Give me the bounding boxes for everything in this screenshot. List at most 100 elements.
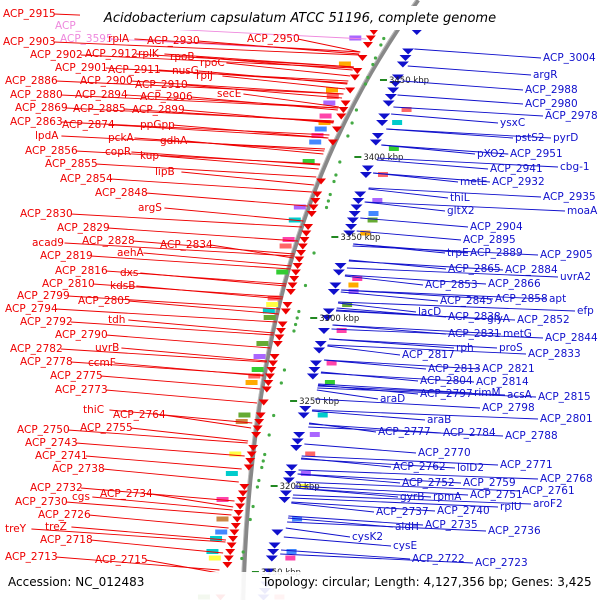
- gene-label-left: ACP_2863: [10, 116, 63, 128]
- feature-block: [238, 412, 251, 418]
- left-label-connector: [90, 539, 224, 554]
- gene-label-right: ACP_2723: [475, 557, 528, 569]
- gene-label-right: efp: [577, 305, 594, 317]
- reverse-strand-gene-arrow: [251, 432, 262, 438]
- right-label-connector: [348, 260, 504, 271]
- gene-label-left: ACP_2886: [5, 75, 58, 87]
- forward-strand-gene-arrow: [334, 263, 347, 269]
- forward-strand-gene-arrow: [369, 139, 382, 146]
- feature-block: [225, 471, 238, 476]
- gene-label-left: cgs: [72, 491, 90, 503]
- right-label-connector: [397, 94, 524, 105]
- reverse-strand-gene-arrow: [225, 549, 236, 555]
- left-label-connector: [100, 375, 261, 390]
- left-label-connector: [134, 137, 325, 152]
- gene-label-right: argR: [533, 69, 558, 81]
- gene-label-right: rpmA: [433, 491, 462, 503]
- reverse-strand-gene-arrow: [268, 360, 279, 367]
- left-label-connector: [136, 285, 283, 300]
- gene-label-left: acad9: [32, 237, 64, 249]
- gene-label-left: ACP_2730: [15, 496, 68, 508]
- right-label-connector: [323, 359, 481, 370]
- reverse-strand-gene-arrow: [269, 354, 280, 360]
- right-label-connector: [356, 230, 462, 241]
- gene-label-right: ACP_2884: [505, 264, 558, 276]
- reverse-strand-gene-arrow: [275, 328, 286, 334]
- right-label-connector: [317, 387, 537, 398]
- gene-label-right: ACP_2935: [543, 191, 596, 203]
- feature-block: [300, 471, 311, 476]
- right-label-connector: [407, 65, 532, 76]
- right-label-connector: [346, 267, 559, 278]
- reverse-strand-gene-arrow: [349, 74, 360, 81]
- left-label-connector: [143, 252, 292, 267]
- reverse-strand-gene-arrow: [340, 100, 351, 107]
- feature-dot: [261, 459, 265, 463]
- reverse-strand-gene-arrow: [229, 529, 240, 536]
- feature-dot: [332, 179, 336, 184]
- gene-label-right: ACP_2761: [522, 485, 575, 497]
- left-label-connector: [107, 227, 299, 242]
- gene-label-right: ACP_2735: [425, 519, 478, 531]
- right-label-connector: [372, 172, 491, 183]
- right-label-connector: [329, 338, 498, 349]
- gene-label-left: ACP_2874: [62, 119, 115, 131]
- reverse-strand-gene-arrow: [296, 250, 307, 256]
- gene-label-right: aroF2: [533, 498, 563, 510]
- left-label-connector: [70, 213, 302, 228]
- gene-label-right: ACP_2817: [402, 349, 455, 361]
- feature-dot: [251, 504, 255, 509]
- feature-dot: [263, 452, 267, 457]
- feature-block: [317, 412, 328, 418]
- forward-strand-gene-arrow: [321, 315, 334, 321]
- right-label-connector: [317, 385, 506, 396]
- gene-label-right: ACP_2866: [488, 278, 541, 290]
- gene-label-right: ACP_2770: [418, 447, 471, 459]
- reverse-strand-gene-arrow: [258, 399, 269, 406]
- reverse-strand-gene-arrow: [310, 198, 321, 204]
- reverse-strand-gene-arrow: [236, 497, 247, 503]
- right-label-connector: [287, 517, 394, 528]
- gene-label-right: pstS2: [515, 132, 545, 144]
- forward-strand-gene-arrow: [391, 74, 404, 81]
- left-label-connector: [70, 321, 274, 336]
- right-label-connector: [314, 398, 481, 409]
- gene-label-right: ACP_2821: [482, 363, 535, 375]
- reverse-strand-gene-arrow: [226, 542, 237, 549]
- left-label-connector: [163, 414, 252, 429]
- forward-strand-gene-arrow: [354, 191, 367, 198]
- reverse-strand-gene-arrow: [292, 263, 303, 269]
- feature-block: [216, 516, 229, 522]
- left-label-connector: [90, 255, 291, 270]
- left-label-connector: [105, 334, 271, 349]
- left-label-connector: [186, 140, 324, 155]
- right-label-connector: [295, 481, 521, 492]
- forward-strand-gene-arrow: [293, 432, 306, 438]
- reverse-strand-gene-arrow: [243, 464, 254, 471]
- gene-label-left: ACP_2782: [10, 343, 63, 355]
- gene-label-left: rplA: [108, 33, 130, 45]
- gene-feature-marks: [197, 29, 423, 600]
- gene-label-left: dxs: [120, 267, 138, 279]
- gene-label-right: ACP_2838: [448, 311, 501, 323]
- gene-label-left: ACP_3595: [60, 33, 113, 45]
- left-label-connector: [160, 155, 319, 170]
- right-label-connector: [320, 372, 475, 383]
- left-label-connector: [110, 178, 312, 193]
- right-label-connector: [332, 324, 502, 335]
- gene-label-left: ACP_2912: [85, 48, 138, 60]
- gene-label-right: cysE: [393, 540, 417, 552]
- gene-label-left: copR: [105, 146, 131, 158]
- feature-dot: [297, 309, 301, 314]
- gene-label-right: ACP_2813: [428, 363, 481, 375]
- forward-strand-gene-arrow: [350, 204, 363, 211]
- feature-block: [282, 237, 295, 242]
- left-label-connector: [125, 94, 339, 109]
- right-label-connector: [285, 527, 351, 538]
- feature-dot: [282, 368, 287, 372]
- left-label-connector: [64, 242, 294, 257]
- gene-label-right: lolD2: [457, 462, 484, 474]
- gene-label-left: ACP_2726: [38, 509, 91, 521]
